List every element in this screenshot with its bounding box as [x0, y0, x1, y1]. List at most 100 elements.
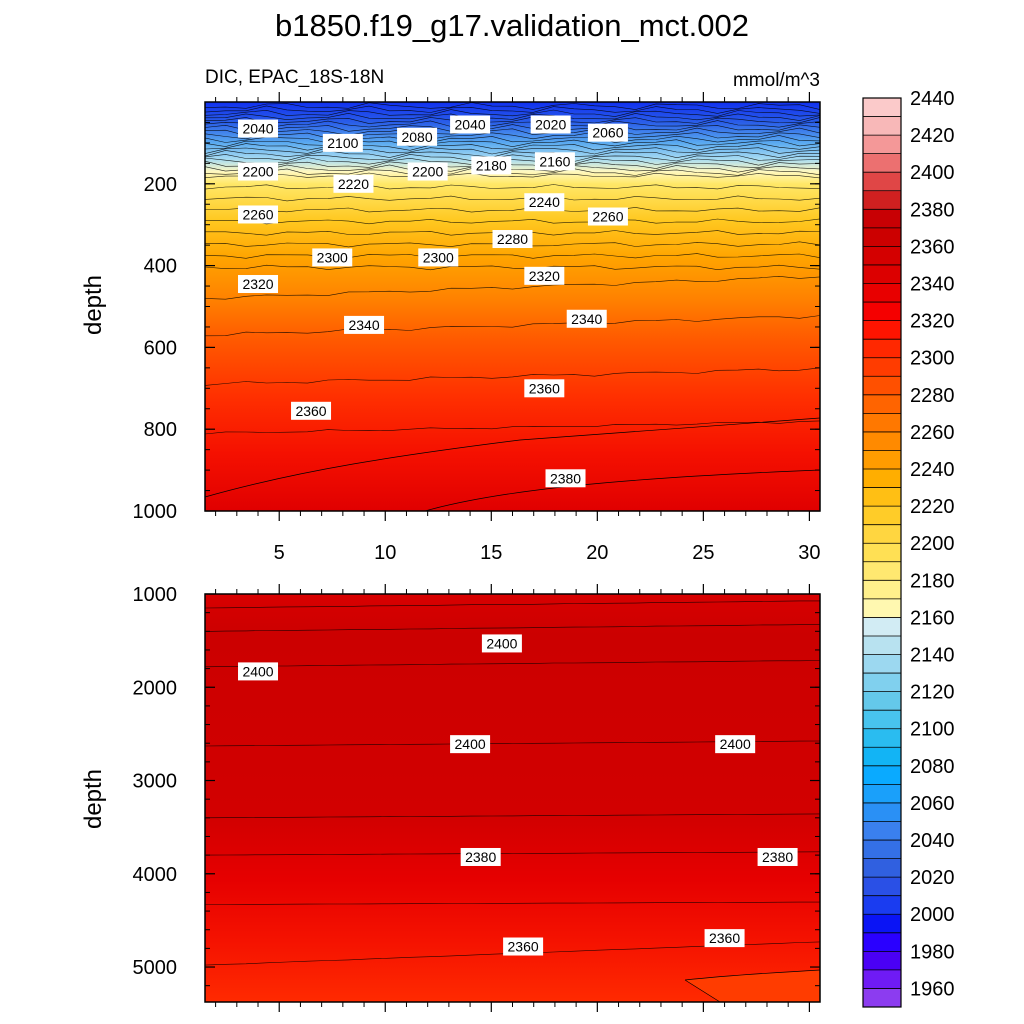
colorbar-swatch	[863, 821, 901, 841]
colorbar-label: 2280	[910, 385, 955, 407]
colorbar-swatch	[863, 283, 901, 303]
top-contour-label: 2040	[450, 115, 491, 134]
top-contour-label-bg	[534, 152, 575, 171]
bottom-y-tick-label: 4000	[133, 864, 178, 886]
top-contour-label-bg	[524, 266, 565, 285]
bottom-contour-label: 2400	[715, 735, 756, 754]
top-contour-line	[204, 120, 821, 129]
top-contour-label: 2020	[530, 115, 571, 134]
top-contour-label-bg	[587, 123, 628, 142]
figure-title: b1850.f19_g17.validation_mct.002	[275, 8, 749, 43]
top-contour-line	[204, 253, 821, 259]
colorbar-swatch	[863, 209, 901, 229]
bottom-contour-label: 2400	[238, 662, 279, 681]
top-contour-line	[204, 105, 821, 114]
top-x-tick-label: 10	[374, 542, 396, 564]
colorbar-swatch	[863, 840, 901, 859]
bottom-contour-label: 2360	[503, 937, 544, 956]
top-contour-line	[204, 420, 821, 435]
top-contour-label-bg	[344, 315, 385, 334]
colorbar-swatch	[863, 747, 901, 767]
top-contour-label: 2060	[587, 123, 628, 142]
top-contour-label-bg	[312, 248, 353, 267]
colorbar-swatch	[863, 710, 901, 730]
top-contour-label: 2200	[407, 162, 448, 181]
top-contour-label-text: 2040	[242, 121, 273, 137]
top-contour-label-text: 2220	[338, 176, 369, 192]
bottom-contour-label-text: 2380	[465, 849, 496, 865]
colorbar-swatch	[863, 561, 901, 581]
top-contour-label-text: 2320	[242, 276, 273, 292]
top-contour-label-bg	[291, 401, 332, 420]
colorbar-swatch	[863, 394, 901, 414]
colorbar-swatch	[863, 969, 901, 989]
colorbar-swatch	[863, 524, 901, 544]
colorbar-swatch	[863, 246, 901, 266]
top-contour-label-bg	[530, 115, 571, 134]
colorbar-swatch	[863, 227, 901, 247]
bottom-contour-label-bg	[450, 735, 491, 754]
top-contour-label-bg	[397, 127, 438, 146]
top-contour-label: 2180	[471, 156, 512, 175]
colorbar-label: 2340	[910, 274, 955, 296]
top-contour-line	[205, 207, 821, 213]
top-contour-line	[204, 367, 821, 386]
top-contour-label-text: 2340	[571, 311, 602, 327]
colorbar-swatch	[863, 914, 901, 934]
colorbar-swatch	[863, 932, 901, 952]
top-contour-line	[204, 160, 821, 169]
bottom-contour-label-text: 2400	[242, 663, 273, 679]
top-y-tick-label: 800	[144, 419, 177, 441]
colorbar-label: 2160	[910, 607, 955, 629]
bottom-corner-contour-line	[684, 969, 821, 1003]
top-contour-line	[204, 112, 821, 121]
bottom-contour-label-text: 2400	[455, 736, 486, 752]
colorbar-swatch	[863, 116, 901, 136]
colorbar-swatch	[863, 135, 901, 155]
colorbar-label: 2240	[910, 459, 955, 481]
top-contour-label-bg	[524, 193, 565, 212]
top-contour-label-bg	[333, 174, 374, 193]
colorbar-swatch	[863, 617, 901, 637]
top-contour-label-bg	[238, 162, 279, 181]
colorbar-label: 2180	[910, 570, 955, 592]
bottom-contour-label: 2380	[460, 847, 501, 866]
top-contour-label-text: 2020	[535, 116, 566, 132]
bottom-y-tick-label: 5000	[133, 957, 178, 979]
colorbar-swatch	[863, 302, 901, 322]
colorbar-swatch	[863, 431, 901, 451]
colorbar-swatch	[863, 264, 901, 284]
colorbar-swatch	[863, 506, 901, 526]
colorbar-swatch	[863, 413, 901, 433]
bottom-panel: 1000 2000 3000 4000 5000 2400 2400 2400 2400 238…	[80, 584, 821, 1012]
colorbar-label: 2140	[910, 645, 955, 667]
colorbar-label: 2200	[910, 533, 955, 555]
colorbar-swatch	[863, 320, 901, 340]
top-contour-label: 2220	[333, 174, 374, 193]
units-label: mmol/m^3	[733, 70, 820, 91]
bottom-y-tick-label: 1000	[133, 584, 178, 606]
colorbar-label: 2220	[910, 496, 955, 518]
bottom-contour-lines	[204, 600, 821, 966]
top-contour-label: 2320	[524, 266, 565, 285]
top-contour-label-bg	[238, 119, 279, 138]
colorbar-swatch	[863, 877, 901, 897]
top-panel-fill	[205, 102, 820, 511]
top-contour-line	[204, 184, 821, 190]
bottom-contour-label: 2380	[757, 847, 798, 866]
top-contour-label-text: 2280	[497, 231, 528, 247]
top-contour-label: 2280	[492, 230, 533, 249]
top-contour-line	[204, 124, 821, 132]
top-contour-label-text: 2380	[550, 470, 581, 486]
colorbar-label: 2380	[910, 199, 955, 221]
colorbar-swatch	[863, 728, 901, 748]
colorbar-label: 1960	[910, 978, 955, 1000]
colorbar: 1960 1980 2000 2020 2040 2060 2080 2100 2120 2140…	[862, 88, 955, 1008]
bottom-y-axis-label: depth	[80, 769, 107, 829]
colorbar-swatch	[863, 153, 901, 173]
top-contour-line	[204, 102, 821, 110]
colorbar-swatch	[863, 691, 901, 711]
top-y-axis-label: depth	[80, 275, 107, 335]
top-contour-label: 2360	[291, 401, 332, 420]
top-contour-label: 2380	[545, 469, 586, 488]
